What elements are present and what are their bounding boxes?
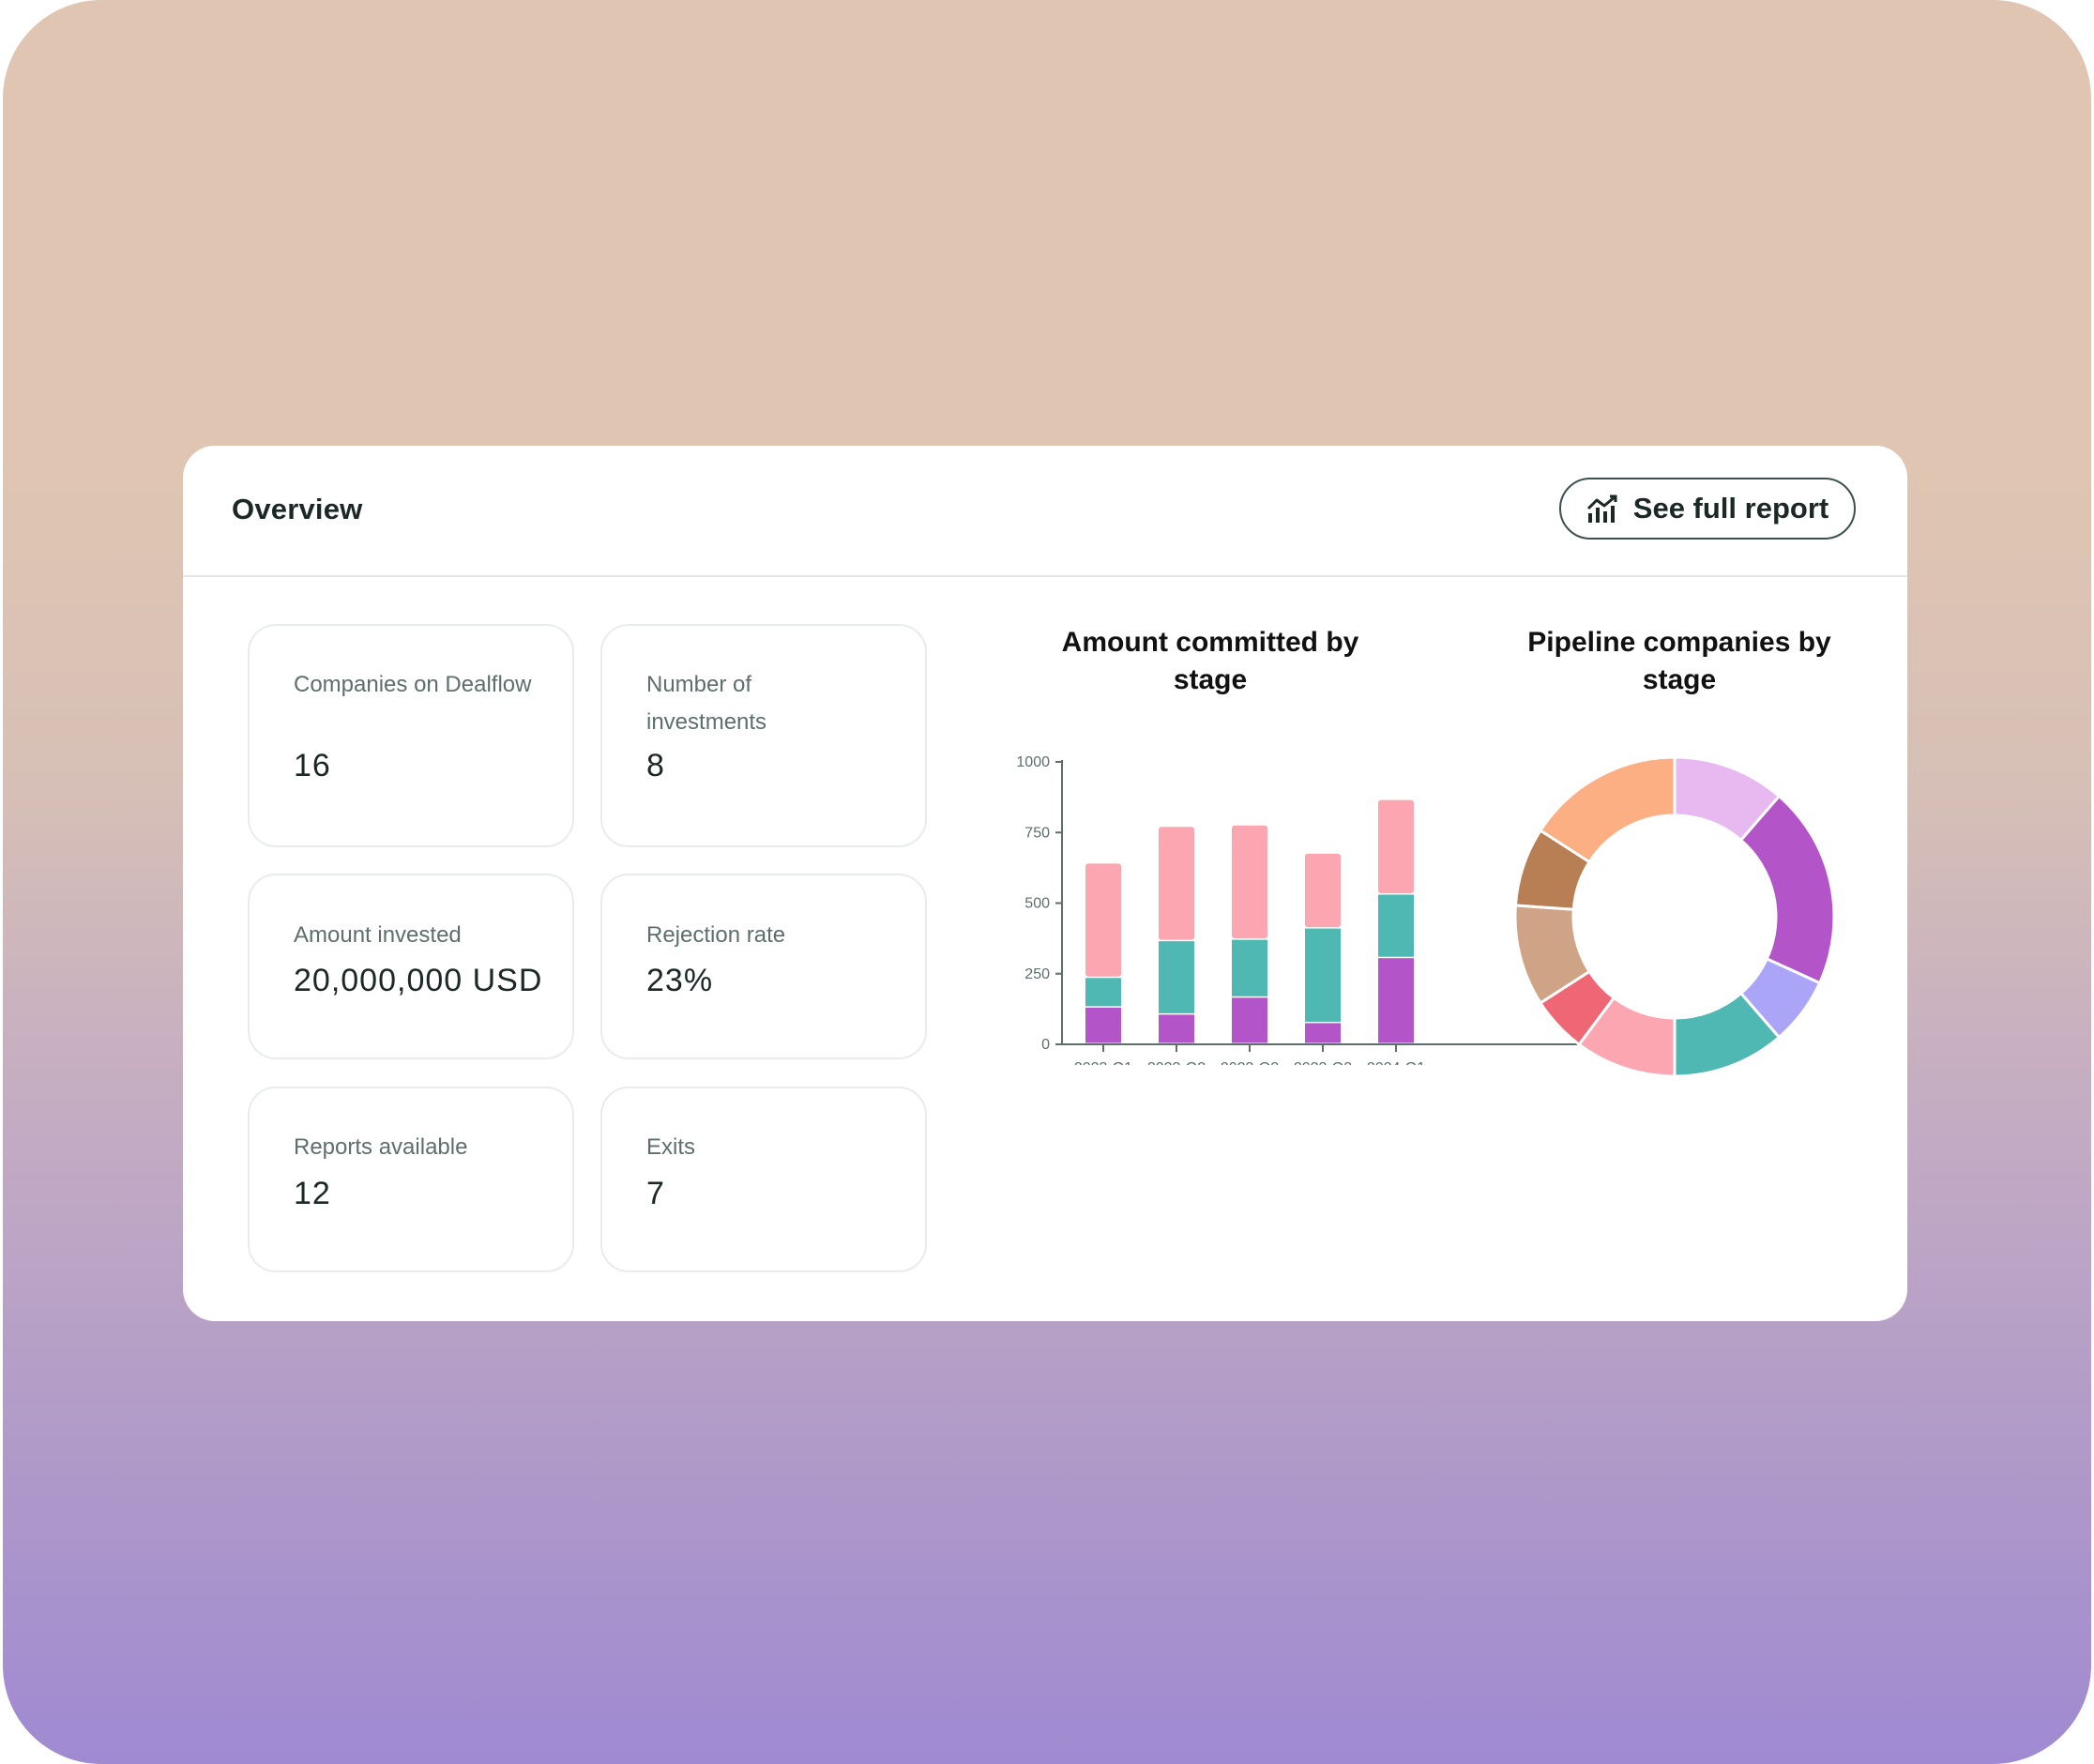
donut-chart: [1513, 755, 1836, 1078]
bar-segment: [1305, 1023, 1341, 1043]
x-tick-label: 2024-Q1: [1367, 1060, 1425, 1065]
bar-segment: [1085, 978, 1121, 1007]
bar-chart-plot: 0 250 500 750 1000 2023-Q1 2023-Q2 2023-Q2 2023-…: [1016, 754, 1618, 1065]
x-tick-label: 2023-Q2: [1221, 1060, 1279, 1065]
bar-segment: [1232, 825, 1267, 939]
y-tick-label: 250: [1024, 966, 1050, 982]
y-tick-label: 750: [1024, 825, 1050, 841]
page-title: Overview: [232, 493, 363, 525]
stat-card-exits: Exits 7: [600, 1087, 927, 1272]
stat-card-rejection-rate: Rejection rate 23%: [600, 874, 927, 1059]
bar-segment: [1159, 827, 1194, 940]
see-full-report-button[interactable]: See full report: [1559, 478, 1856, 540]
x-tick-label: 2023-Q2: [1147, 1060, 1206, 1065]
see-full-report-label: See full report: [1632, 492, 1829, 525]
chart-icon: [1586, 494, 1617, 523]
bar-segment: [1378, 799, 1414, 893]
bar-segment: [1085, 1007, 1121, 1043]
bar-chart: 0 250 500 750 1000 2023-Q1 2023-Q2 2023-Q2 2023-…: [1016, 754, 1618, 1065]
stat-card-reports: Reports available 12: [248, 1087, 574, 1272]
bar-segment: [1378, 958, 1414, 1043]
overview-card: Overview See full report Companies on De…: [183, 446, 1907, 1321]
x-tick-label: 2023-Q1: [1074, 1060, 1132, 1065]
card-header: Overview See full report: [183, 446, 1907, 577]
stat-value: 8: [646, 748, 665, 783]
donut-slice: [1538, 755, 1677, 864]
stat-label: Companies on Dealflow: [294, 672, 532, 697]
stat-value: 7: [646, 1176, 665, 1211]
y-tick-label: 0: [1041, 1037, 1050, 1053]
stat-label: Rejection rate: [646, 922, 786, 948]
stat-label: Reports available: [294, 1134, 468, 1160]
bar-chart-title: Amount committed by stage: [1061, 627, 1359, 695]
stat-card-investments: Number of investments 8: [600, 624, 927, 847]
bar-segment: [1378, 894, 1414, 957]
bar-segment: [1305, 853, 1341, 928]
stat-value: 12: [294, 1176, 331, 1211]
donut-slice: [1738, 794, 1836, 985]
bar-segment: [1232, 939, 1267, 996]
bar-segment: [1305, 928, 1341, 1022]
stat-label: Amount invested: [294, 922, 462, 948]
stat-value: 16: [294, 748, 331, 783]
stat-value: 20,000,000 USD: [294, 963, 543, 998]
stat-card-amount-invested: Amount invested 20,000,000 USD: [248, 874, 574, 1059]
stat-label: Number of investments: [646, 672, 767, 735]
stat-card-companies: Companies on Dealflow 16: [248, 624, 574, 847]
bar-segment: [1085, 863, 1121, 977]
stat-label: Exits: [646, 1134, 696, 1160]
donut-chart-title: Pipeline companies by stage: [1527, 627, 1831, 695]
bar-segment: [1159, 1014, 1194, 1043]
x-tick-label: 2023-Q3: [1294, 1060, 1352, 1065]
bar-segment: [1232, 997, 1267, 1043]
stat-value: 23%: [646, 963, 714, 998]
y-tick-label: 500: [1024, 896, 1050, 912]
bar-segment: [1159, 941, 1194, 1013]
y-tick-label: 1000: [1016, 754, 1050, 770]
